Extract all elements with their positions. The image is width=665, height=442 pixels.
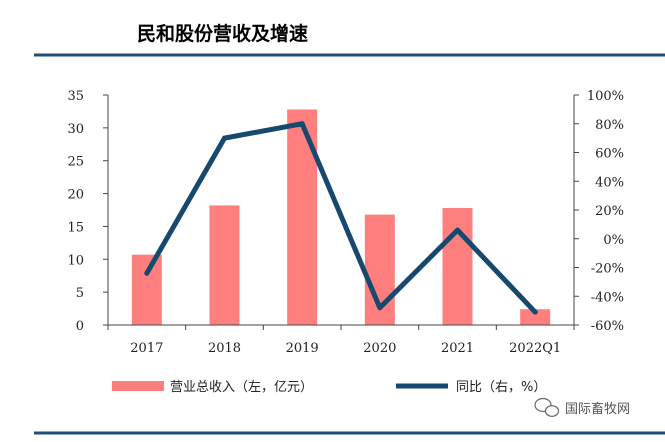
y-right-tick-label: 100% (587, 89, 624, 104)
y-right-tick-label: -20% (591, 262, 624, 277)
y-right-tick-label: -60% (591, 319, 624, 334)
y-right-tick-label: 0% (603, 233, 624, 248)
yoy-point-2017 (144, 270, 150, 276)
y-right-tick-label: 80% (595, 118, 624, 133)
yoy-point-2021 (455, 227, 460, 233)
y-left-tick-label: 5 (76, 286, 84, 301)
legend-bar-label: 营业总收入（左，亿元） (170, 380, 313, 395)
x-tick-label: 2020 (363, 341, 396, 356)
legend: 营业总收入（左，亿元） 同比（右，%） (112, 380, 546, 395)
watermark-text: 国际畜牧网 (565, 401, 630, 417)
plot-area: 0 5 10 15 20 25 30 35 -60% -40% -20% 0% 20% 40% 60% 80%… (67, 89, 624, 356)
chart-title: 民和股份营收及增速 (137, 22, 308, 45)
y-right-tick-label: -40% (591, 290, 624, 305)
bar-2021 (442, 208, 473, 325)
x-tick-label: 2022Q1 (509, 341, 561, 356)
x-tick-label: 2018 (208, 341, 241, 356)
bar-2019 (287, 109, 318, 325)
y-left-tick-label: 30 (67, 122, 84, 137)
y-left-tick-label: 15 (67, 220, 84, 235)
legend-bar-swatch (112, 381, 164, 391)
yoy-point-2022Q1 (532, 309, 538, 315)
y-right-tick-label: 40% (595, 175, 624, 190)
bar-2017 (131, 254, 162, 325)
bar-2018 (209, 205, 240, 325)
legend-line-label: 同比（右，%） (456, 380, 546, 395)
yoy-point-2019 (299, 121, 305, 127)
yoy-point-2018 (222, 135, 227, 141)
watermark: 国际畜牧网 (534, 397, 630, 417)
x-tick-label: 2017 (130, 341, 163, 356)
yoy-point-2020 (377, 305, 383, 311)
x-tick-label: 2019 (286, 341, 319, 356)
y-left-tick-label: 35 (67, 89, 84, 104)
y-left-tick-label: 20 (67, 188, 84, 203)
bar-2022Q1 (520, 309, 551, 325)
y-right-tick-label: 60% (595, 147, 624, 162)
wechat-icon (534, 397, 560, 417)
y-left-tick-label: 10 (67, 253, 84, 268)
y-left-tick-label: 0 (76, 319, 84, 334)
x-tick-label: 2021 (441, 341, 474, 356)
y-right-tick-label: 20% (595, 204, 624, 219)
y-left-tick-label: 25 (67, 155, 84, 170)
yoy-growth-line (144, 121, 538, 315)
